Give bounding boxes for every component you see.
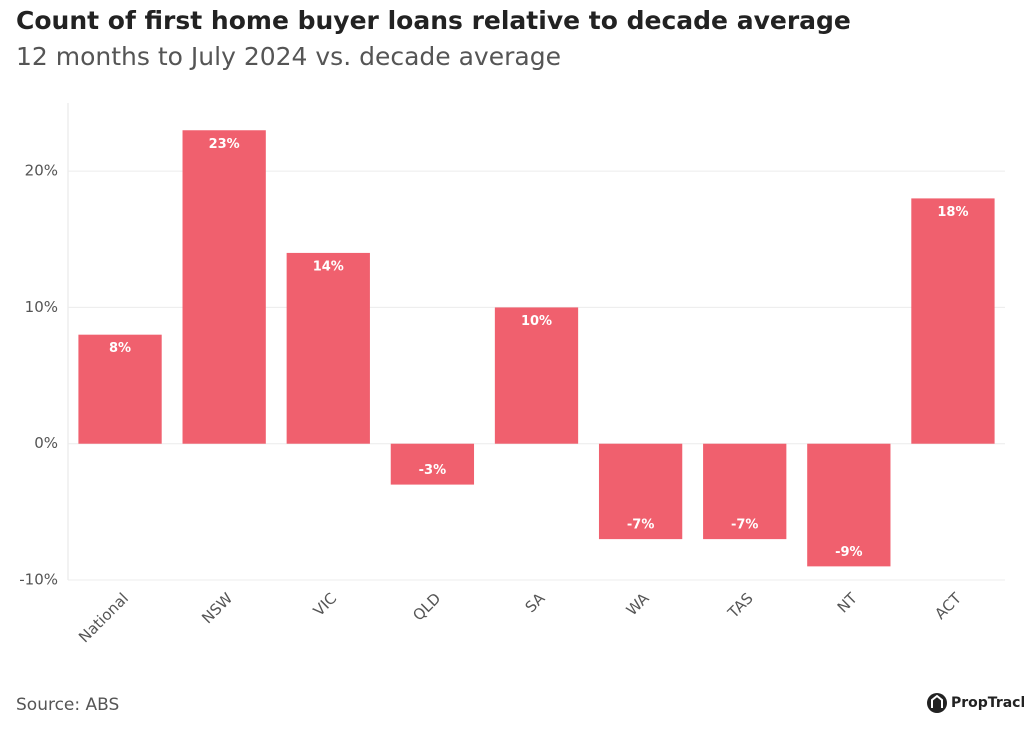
x-tick-label: WA xyxy=(623,589,653,619)
bar xyxy=(286,252,370,444)
x-tick-label: VIC xyxy=(310,589,341,620)
data-label: 23% xyxy=(209,137,240,152)
x-tick-label: SA xyxy=(522,589,549,616)
bar xyxy=(703,443,787,540)
x-tick-label: NSW xyxy=(198,589,236,627)
bar xyxy=(182,130,266,444)
brand-name: PropTrack xyxy=(951,695,1024,711)
data-label: -7% xyxy=(731,518,758,533)
y-tick-label: -10% xyxy=(19,571,58,589)
x-tick-label: National xyxy=(75,589,132,646)
x-tick-label: NT xyxy=(834,589,862,617)
bar xyxy=(598,443,683,540)
data-label: 8% xyxy=(109,341,131,356)
x-tick-label: TAS xyxy=(724,589,757,622)
bar xyxy=(807,443,891,567)
y-tick-label: 0% xyxy=(34,434,58,452)
bar xyxy=(78,334,162,444)
data-label: 14% xyxy=(313,259,344,274)
chart-title: Count of first home buyer loans relative… xyxy=(16,6,851,35)
data-label: -7% xyxy=(627,518,654,533)
chart-subtitle: 12 months to July 2024 vs. decade averag… xyxy=(16,42,561,71)
bar xyxy=(911,198,995,444)
data-label: 10% xyxy=(521,314,552,329)
data-label: -9% xyxy=(835,545,862,560)
brand-logo-icon xyxy=(931,694,943,708)
y-tick-label: 20% xyxy=(25,162,58,180)
data-label: -3% xyxy=(419,463,446,478)
bar xyxy=(390,443,475,485)
source-note: Source: ABS xyxy=(16,695,119,715)
x-tick-label: ACT xyxy=(931,589,965,623)
y-tick-label: 10% xyxy=(25,298,58,316)
bar xyxy=(494,307,579,444)
x-tick-label: QLD xyxy=(409,589,444,624)
data-label: 18% xyxy=(937,205,968,220)
